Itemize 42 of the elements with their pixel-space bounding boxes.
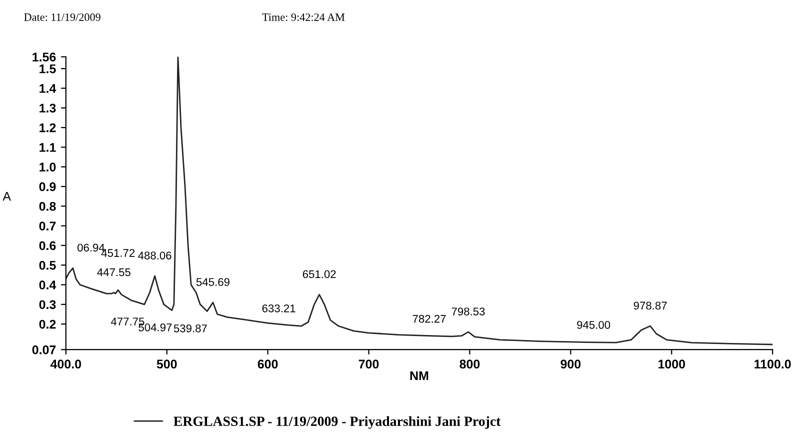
annotation: 782.27 [412, 314, 446, 323]
x-tick-label: 1000 [658, 360, 686, 369]
y-tick-label: 1.56 [32, 52, 56, 62]
x-tick-label: 400.0 [50, 360, 82, 369]
annotation: 447.55 [97, 268, 130, 276]
y-tick-label: 1.4 [40, 84, 56, 93]
y-tick-label: 1.3 [40, 104, 56, 113]
x-axis-title: NM [410, 371, 428, 380]
x-tick-label: 1100.0 [754, 360, 791, 369]
annotation: 633.21 [262, 304, 296, 312]
annotation: 798.53 [452, 308, 485, 316]
x-tick-label: 500 [156, 360, 177, 369]
y-tick-label: 1.5 [40, 64, 56, 74]
annotation: 488.06 [138, 252, 172, 260]
annotation: 545.69 [196, 278, 230, 286]
y-tick-label: 1.0 [40, 162, 56, 172]
y-tick-label: 1.1 [40, 143, 56, 152]
line-series [66, 56, 773, 346]
y-tick-label: 0.6 [39, 241, 56, 250]
x-tick-label: 700 [358, 360, 379, 369]
annotation: 504.97 [138, 323, 172, 332]
annotation: 978.87 [634, 302, 667, 310]
y-tick-label: 0.4 [39, 280, 56, 290]
annotation: 477.75 [110, 318, 144, 326]
y-tick-label: 0.5 [39, 260, 56, 270]
y-tick-label: 0.9 [39, 182, 56, 192]
annotation: 651.02 [302, 270, 336, 278]
y-tick-label: 0.2 [39, 320, 56, 329]
legend-label: ERGLASS1.SP - 11/19/2009 - Priyadarshini Jani Projct [174, 416, 501, 429]
y-axis-title: A [2, 192, 11, 201]
y-tick-label: 0.8 [39, 202, 56, 211]
annotation: 945.00 [577, 320, 610, 329]
y-tick-label: 1.2 [40, 123, 56, 132]
y-tick-label: 0.07 [32, 345, 56, 354]
y-tick-label: 0.3 [39, 300, 56, 310]
x-tick-label: 800 [460, 360, 480, 369]
x-tick-label: 600 [258, 360, 278, 369]
y-tick-label: 0.7 [39, 222, 56, 230]
x-tick-label: 900 [560, 360, 581, 369]
annotation: 539.87 [174, 324, 207, 332]
text: Time: 9:42:24 AM [262, 13, 345, 21]
text: Date: 11/19/2009 [24, 13, 100, 21]
